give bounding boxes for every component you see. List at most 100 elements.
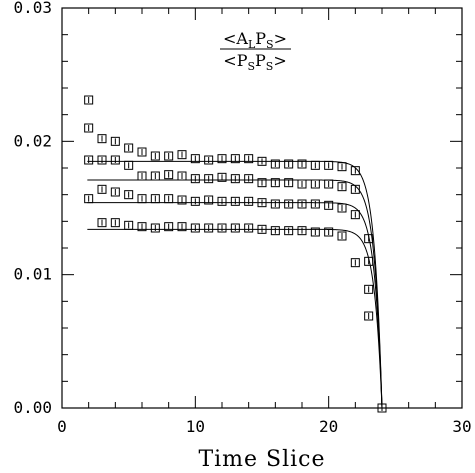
- point-marker: [350, 166, 360, 176]
- point-marker: [110, 136, 120, 146]
- point-marker: [164, 222, 174, 232]
- point-marker: [110, 218, 120, 228]
- data-point: [217, 172, 227, 182]
- data-point: [230, 196, 240, 206]
- point-marker: [217, 154, 227, 164]
- plot-frame: [61, 7, 463, 409]
- data-point: [190, 154, 200, 164]
- data-point: [364, 234, 374, 244]
- data-point: [244, 154, 254, 164]
- data-points: [84, 95, 387, 413]
- point-marker: [337, 182, 347, 192]
- point-marker: [324, 200, 334, 210]
- data-point: [244, 223, 254, 233]
- data-point: [110, 155, 120, 165]
- point-marker: [124, 160, 134, 170]
- point-marker: [204, 223, 214, 233]
- point-marker: [244, 223, 254, 233]
- data-point: [137, 194, 147, 204]
- y-tick-label: 0.00: [13, 398, 52, 417]
- point-marker: [177, 222, 187, 232]
- data-point: [124, 143, 134, 153]
- data-point: [244, 174, 254, 184]
- data-point: [230, 223, 240, 233]
- fit-curve: [87, 179, 383, 409]
- point-marker: [230, 174, 240, 184]
- y-tick-label: 0.01: [13, 265, 52, 284]
- point-marker: [97, 134, 107, 144]
- point-marker: [204, 155, 214, 165]
- data-point: [110, 187, 120, 197]
- point-marker: [204, 174, 214, 184]
- point-marker: [324, 227, 334, 237]
- point-marker: [137, 147, 147, 157]
- data-point: [257, 198, 267, 208]
- y-axis-tick-labels: 0.00 0.01 0.02 0.03: [13, 0, 52, 417]
- data-point: [310, 227, 320, 237]
- data-point: [177, 150, 187, 160]
- data-point: [270, 199, 280, 209]
- data-point: [337, 162, 347, 172]
- point-marker: [164, 170, 174, 180]
- x-axis-label: Time Slice: [198, 447, 325, 472]
- point-marker: [84, 194, 94, 204]
- point-marker: [190, 196, 200, 206]
- data-point: [257, 156, 267, 166]
- point-marker: [230, 196, 240, 206]
- data-point: [270, 226, 280, 236]
- data-point: [190, 174, 200, 184]
- data-point: [110, 136, 120, 146]
- point-marker: [150, 194, 160, 204]
- annotation-numerator: <ALPS>: [223, 29, 287, 51]
- data-point: [97, 218, 107, 228]
- point-marker: [97, 218, 107, 228]
- data-point: [137, 147, 147, 157]
- x-tick-label: 30: [452, 417, 471, 436]
- data-point: [364, 284, 374, 294]
- data-point: [84, 123, 94, 133]
- data-point: [244, 196, 254, 206]
- data-point: [177, 195, 187, 205]
- point-marker: [284, 199, 294, 209]
- point-marker: [84, 123, 94, 133]
- point-marker: [137, 222, 147, 232]
- point-marker: [244, 196, 254, 206]
- point-marker: [137, 171, 147, 181]
- x-tick-label: 20: [319, 417, 338, 436]
- data-point: [190, 196, 200, 206]
- point-marker: [190, 223, 200, 233]
- data-point: [150, 151, 160, 161]
- point-marker: [350, 210, 360, 220]
- point-marker: [310, 227, 320, 237]
- point-marker: [297, 159, 307, 169]
- data-point: [204, 223, 214, 233]
- data-point: [270, 159, 280, 169]
- data-point: [310, 199, 320, 209]
- point-marker: [217, 196, 227, 206]
- point-marker: [297, 199, 307, 209]
- data-point: [110, 218, 120, 228]
- point-marker: [310, 199, 320, 209]
- data-point: [230, 174, 240, 184]
- data-point: [337, 231, 347, 241]
- y-axis-ticks: [62, 7, 462, 409]
- point-marker: [364, 311, 374, 321]
- point-marker: [310, 160, 320, 170]
- data-point: [84, 155, 94, 165]
- data-point: [177, 222, 187, 232]
- data-point: [324, 200, 334, 210]
- data-point: [204, 195, 214, 205]
- data-point: [350, 258, 360, 268]
- point-marker: [110, 187, 120, 197]
- point-marker: [324, 160, 334, 170]
- annotation-denominator: <PSPS>: [223, 51, 286, 73]
- data-point: [284, 159, 294, 169]
- ratio-annotation: <ALPS> <PSPS>: [220, 29, 291, 73]
- point-marker: [230, 223, 240, 233]
- data-point: [350, 184, 360, 194]
- data-point: [337, 203, 347, 213]
- point-marker: [190, 154, 200, 164]
- point-marker: [350, 258, 360, 268]
- point-marker: [177, 150, 187, 160]
- point-marker: [284, 178, 294, 188]
